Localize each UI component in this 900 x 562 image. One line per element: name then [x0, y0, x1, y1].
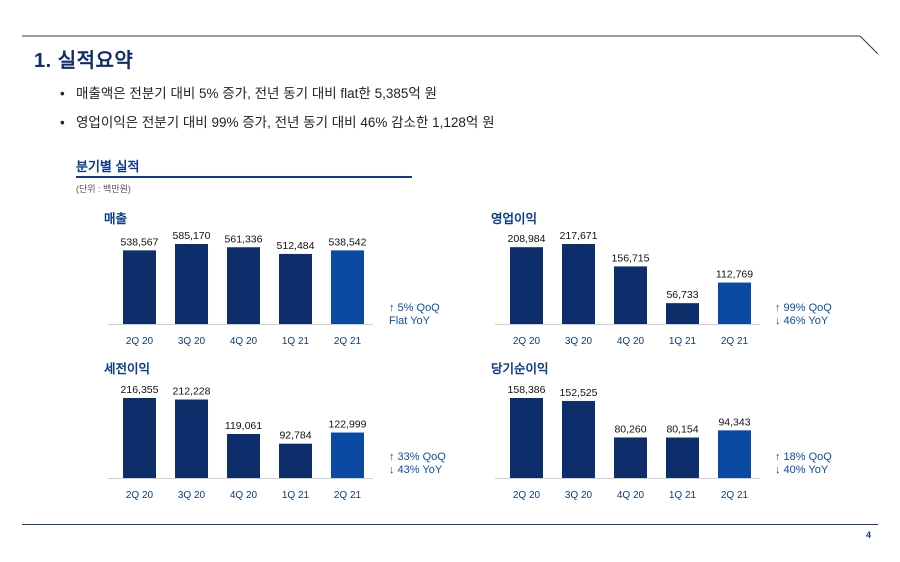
page-number: 4 [866, 530, 872, 540]
operating-profit-qoq: ↑ 99% QoQ [775, 302, 832, 314]
operating-profit-yoy: ↓ 46% YoY [775, 315, 829, 327]
bar-3q20 [562, 400, 595, 478]
data-label: 512,484 [277, 240, 315, 252]
data-label: 119,061 [225, 420, 262, 432]
x-tick-label: 2Q 21 [721, 490, 749, 501]
x-tick-label: 1Q 21 [282, 490, 310, 501]
bullet-revenue: 매출액은 전분기 대비 5% 증가, 전년 동기 대비 flat한 5,385억… [60, 86, 495, 102]
data-label: 152,525 [560, 387, 598, 399]
chart-title-operating-profit: 영업이익 [491, 212, 538, 226]
x-tick-label: 2Q 21 [334, 336, 362, 347]
data-label: 561,336 [225, 233, 263, 245]
x-tick-label: 2Q 21 [721, 336, 749, 347]
net-income-change: ↑ 18% QoQ ↓ 40% YoY [775, 451, 832, 477]
operating-profit-change: ↑ 99% QoQ ↓ 46% YoY [775, 302, 832, 328]
x-tick-label: 3Q 20 [178, 336, 206, 347]
data-label: 585,170 [173, 230, 211, 242]
data-label: 112,769 [716, 269, 753, 281]
bar-2q21 [331, 250, 364, 324]
data-label: 538,542 [329, 236, 367, 248]
data-label: 217,671 [560, 230, 598, 242]
bar-3q20 [175, 244, 208, 324]
x-tick-label: 1Q 21 [669, 336, 697, 347]
data-label: 80,260 [614, 423, 646, 435]
bar-1q21 [666, 303, 699, 324]
x-tick-label: 1Q 21 [282, 336, 310, 347]
net-income-qoq: ↑ 18% QoQ [775, 451, 832, 463]
bar-2q20 [510, 398, 543, 478]
page-title: 1. 실적요약 [34, 50, 134, 72]
unit-label: (단위 : 백만원) [76, 184, 131, 194]
net-income-yoy: ↓ 40% YoY [775, 464, 829, 476]
x-tick-label: 4Q 20 [230, 490, 258, 501]
x-tick-label: 2Q 21 [334, 490, 362, 501]
bar-2q20 [510, 247, 543, 324]
bar-1q21 [279, 253, 312, 324]
x-tick-label: 3Q 20 [565, 336, 593, 347]
data-label: 208,984 [508, 233, 546, 245]
revenue-yoy: Flat YoY [389, 315, 430, 327]
data-label: 158,386 [508, 384, 546, 396]
header-rule [22, 35, 878, 55]
chart-title-net-income: 당기순이익 [491, 362, 549, 376]
bar-2q21 [718, 282, 751, 324]
x-tick-label: 3Q 20 [565, 490, 593, 501]
x-tick-label: 4Q 20 [617, 336, 645, 347]
chart-title-revenue: 매출 [104, 212, 128, 226]
x-tick-label: 1Q 21 [669, 490, 697, 501]
revenue-chart: 538,567 2Q 20 585,170 3Q 20 561,336 4Q 20 512,… [108, 230, 373, 347]
x-tick-label: 2Q 20 [126, 490, 154, 501]
x-tick-label: 2Q 20 [513, 490, 541, 501]
data-label: 80,154 [666, 424, 698, 436]
bar-4q20 [614, 437, 647, 478]
net-income-chart: 158,386 2Q 20 152,525 3Q 20 80,260 4Q 20 80,15… [495, 384, 760, 501]
revenue-qoq: ↑ 5% QoQ [389, 302, 440, 314]
footer-rule [22, 524, 878, 525]
pretax-income-qoq: ↑ 33% QoQ [389, 451, 446, 463]
data-label: 122,999 [329, 419, 367, 431]
bar-2q20 [123, 398, 156, 478]
bar-2q20 [123, 250, 156, 324]
section-title: 분기별 실적 [76, 159, 140, 174]
pretax-income-change: ↑ 33% QoQ ↓ 43% YoY [389, 451, 446, 477]
data-label: 94,343 [718, 416, 750, 428]
bar-4q20 [227, 433, 260, 478]
x-tick-label: 4Q 20 [230, 336, 258, 347]
section-divider [76, 176, 412, 178]
bar-4q20 [614, 266, 647, 324]
x-tick-label: 3Q 20 [178, 490, 206, 501]
summary-bullets: 매출액은 전분기 대비 5% 증가, 전년 동기 대비 flat한 5,385억… [60, 86, 495, 144]
data-label: 212,228 [173, 386, 211, 398]
revenue-change: ↑ 5% QoQ Flat YoY [389, 302, 440, 328]
bar-3q20 [175, 399, 208, 478]
data-label: 56,733 [666, 289, 698, 301]
operating-profit-chart: 208,984 2Q 20 217,671 3Q 20 156,715 4Q 20 56,7… [495, 230, 760, 347]
pretax-income-yoy: ↓ 43% YoY [389, 464, 443, 476]
chart-title-pretax-income: 세전이익 [104, 362, 151, 376]
x-tick-label: 4Q 20 [617, 490, 645, 501]
bar-1q21 [666, 437, 699, 478]
data-label: 92,784 [279, 430, 311, 442]
bar-2q21 [718, 430, 751, 478]
x-tick-label: 2Q 20 [126, 336, 154, 347]
bar-2q21 [331, 432, 364, 478]
data-label: 538,567 [121, 236, 159, 248]
bullet-operating-profit: 영업이익은 전분기 대비 99% 증가, 전년 동기 대비 46% 감소한 1,… [60, 115, 495, 131]
pretax-income-chart: 216,355 2Q 20 212,228 3Q 20 119,061 4Q 20 92,7… [108, 384, 373, 501]
bar-4q20 [227, 247, 260, 324]
x-tick-label: 2Q 20 [513, 336, 541, 347]
bar-3q20 [562, 244, 595, 324]
data-label: 216,355 [121, 384, 159, 396]
data-label: 156,715 [612, 252, 650, 264]
bar-1q21 [279, 443, 312, 478]
